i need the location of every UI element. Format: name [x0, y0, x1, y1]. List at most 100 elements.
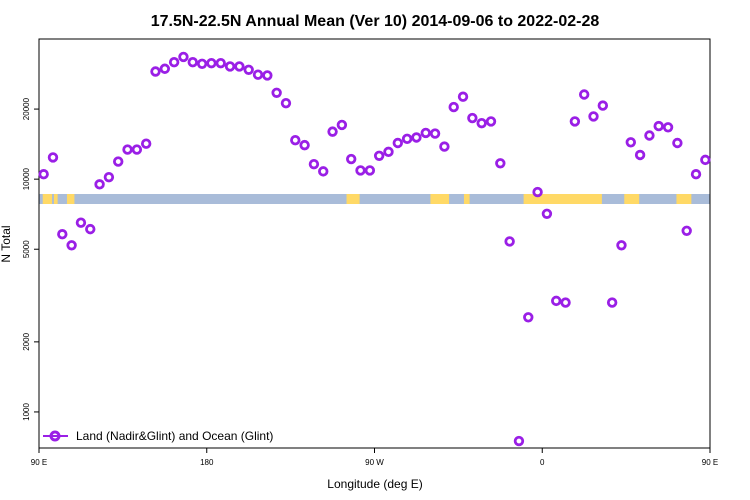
data-point [420, 127, 431, 139]
data-point [140, 138, 152, 149]
data-point [159, 63, 171, 74]
data-point [513, 435, 525, 447]
y-tick-label: 10000 [22, 167, 31, 190]
data-point [532, 186, 543, 198]
data-point [364, 165, 376, 176]
data-point [355, 165, 366, 176]
x-tick-label: 90 E [702, 458, 718, 467]
data-point [597, 100, 609, 111]
data-point [439, 141, 450, 152]
data-point [625, 137, 636, 148]
land-segment [676, 194, 692, 204]
data-point [224, 61, 236, 72]
data-point [94, 179, 105, 190]
data-point [690, 169, 702, 180]
data-point [504, 236, 515, 247]
data-point [411, 132, 422, 143]
data-point [429, 128, 441, 139]
data-point [578, 89, 590, 100]
legend-marker [49, 430, 61, 442]
data-point [672, 137, 683, 149]
data-point [634, 149, 646, 161]
chart-title: 17.5N-22.5N Annual Mean (Ver 10) 2014-09… [151, 13, 600, 30]
data-point [346, 153, 357, 165]
data-point [57, 229, 68, 240]
data-point [485, 116, 497, 127]
data-point [38, 169, 49, 180]
data-point [401, 133, 413, 145]
data-point [551, 295, 562, 307]
data-point [588, 111, 599, 122]
map-strip [39, 194, 710, 204]
data-point [262, 70, 273, 81]
land-segment [42, 194, 53, 204]
land-segment [430, 194, 450, 204]
data-point [448, 101, 459, 113]
data-point [187, 56, 198, 68]
data-point [336, 119, 348, 131]
data-point [392, 137, 403, 149]
data-point [85, 223, 96, 235]
data-point [569, 116, 581, 127]
x-axis: 90 E 180 90 W 0 90 E [31, 448, 718, 467]
x-tick-label: 0 [540, 458, 545, 467]
data-point [644, 130, 655, 141]
data-point [318, 166, 329, 177]
ocean-band [39, 194, 710, 204]
land-segment [66, 194, 75, 204]
x-tick-label: 180 [200, 458, 214, 467]
legend: Land (Nadir&Glint) and Ocean (Glint) [43, 429, 273, 443]
x-axis-label: Longitude (deg E) [327, 477, 422, 491]
x-tick-label: 90 E [31, 458, 47, 467]
data-point [653, 120, 664, 132]
data-point [308, 158, 320, 170]
data-point [373, 150, 385, 161]
data-point [178, 51, 189, 63]
data-point [66, 240, 77, 251]
data-points [38, 51, 711, 447]
data-point [234, 61, 245, 72]
y-tick-label: 5000 [22, 240, 31, 258]
data-point [606, 297, 618, 308]
data-point [215, 57, 226, 69]
land-segment [346, 194, 360, 204]
data-point [206, 57, 217, 69]
land-segment [53, 194, 58, 204]
data-point [252, 69, 264, 80]
data-point [113, 156, 124, 167]
data-point [327, 126, 338, 137]
data-point [681, 225, 692, 236]
data-point [243, 64, 254, 75]
data-point [457, 91, 469, 102]
land-segment [523, 194, 602, 204]
land-segment [624, 194, 640, 204]
data-point [616, 240, 627, 251]
data-point [476, 117, 487, 129]
y-tick-label: 1000 [22, 402, 31, 420]
data-point [700, 154, 711, 166]
data-point [383, 146, 394, 158]
y-axis-label: N Total [0, 225, 13, 262]
plot-frame [38, 38, 711, 449]
data-point [280, 97, 292, 109]
data-point [495, 158, 506, 169]
y-tick-label: 2000 [22, 332, 31, 350]
data-point [271, 87, 282, 98]
data-point [168, 56, 180, 68]
data-point [523, 312, 534, 323]
data-point [75, 217, 87, 228]
land-segment [463, 194, 470, 204]
data-point [122, 144, 133, 155]
data-point [196, 58, 208, 69]
y-axis: 1000 2000 5000 10000 20000 [22, 97, 39, 421]
data-point [131, 144, 143, 155]
data-point [560, 297, 571, 308]
data-point [103, 171, 115, 183]
y-tick-label: 20000 [22, 97, 31, 120]
data-point [662, 122, 674, 133]
data-point [150, 66, 161, 77]
x-tick-label: 90 W [365, 458, 384, 467]
data-point [47, 152, 59, 163]
data-point [541, 208, 553, 219]
